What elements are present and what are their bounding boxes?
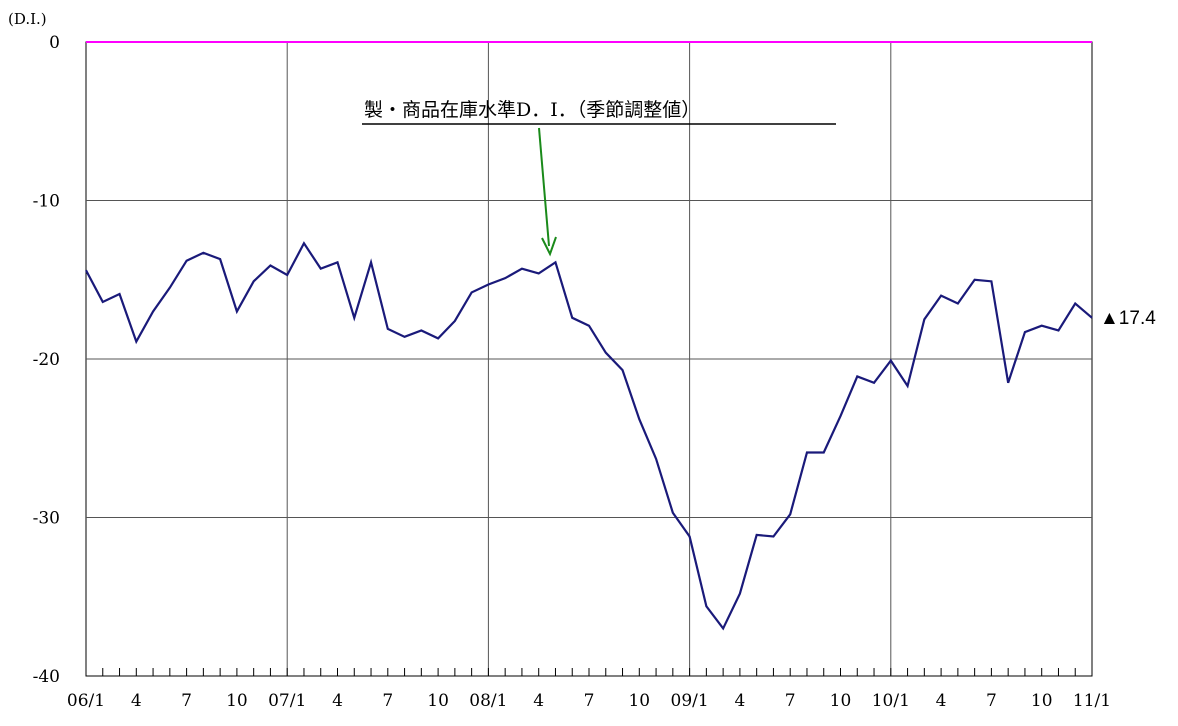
x-tick-label: 4 <box>131 691 142 711</box>
x-tick-label: 7 <box>986 691 997 711</box>
y-tick-label: -40 <box>33 667 60 687</box>
x-tick-label: 10 <box>628 691 650 711</box>
x-tick-label: 06/1 <box>67 691 105 711</box>
x-tick-label: 4 <box>533 691 544 711</box>
y-tick-label: 0 <box>49 33 60 53</box>
x-tick-label: 7 <box>181 691 192 711</box>
x-tick-label: 09/1 <box>671 691 709 711</box>
x-tick-label: 7 <box>382 691 393 711</box>
x-tick-label: 10 <box>427 691 449 711</box>
x-tick-label: 7 <box>785 691 796 711</box>
label-arrow <box>538 127 550 247</box>
x-tick-label: 4 <box>936 691 947 711</box>
label-arrowhead <box>541 236 557 257</box>
x-tick-label: 4 <box>332 691 343 711</box>
x-tick-label: 10 <box>226 691 248 711</box>
y-tick-label: -10 <box>33 192 60 212</box>
x-tick-label: 10 <box>1031 691 1053 711</box>
y-tick-label: -20 <box>33 350 60 370</box>
x-tick-label: 07/1 <box>268 691 306 711</box>
series-label: 製・商品在庫水準D．I．（季節調整値） <box>364 99 700 121</box>
x-tick-label: 10 <box>830 691 852 711</box>
y-axis-label: (D.I.) <box>8 10 47 28</box>
y-tick-label: -30 <box>33 509 60 529</box>
x-tick-label: 4 <box>734 691 745 711</box>
x-tick-label: 11/1 <box>1073 691 1111 711</box>
x-tick-label: 10/1 <box>872 691 910 711</box>
last-value-label: ▲17.4 <box>1100 308 1156 329</box>
x-tick-label: 7 <box>584 691 595 711</box>
data-line <box>85 241 1093 631</box>
x-tick-label: 08/1 <box>469 691 507 711</box>
